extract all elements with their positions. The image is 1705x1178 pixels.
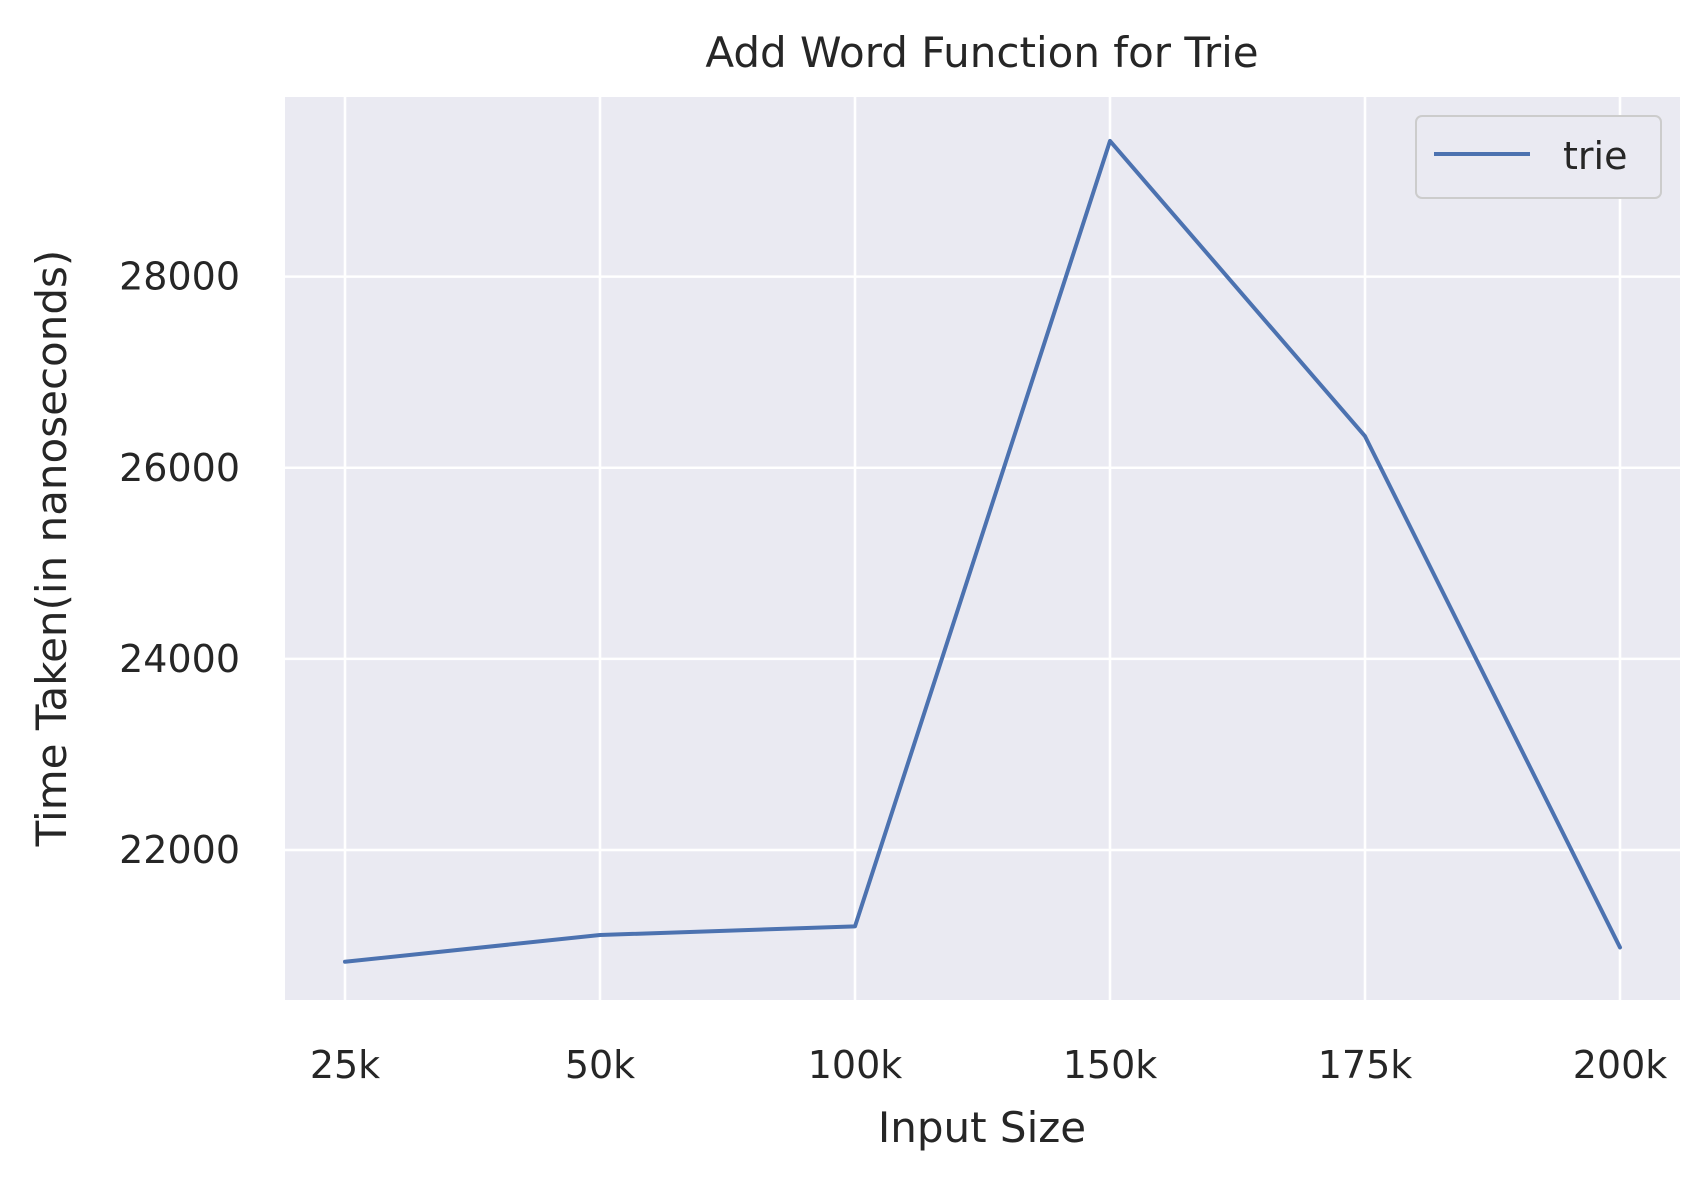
legend: trie [1415,115,1662,199]
x-tick-label-150k: 150k [1063,1043,1158,1087]
grid-lines [285,97,1680,1000]
y-tick-label-22000: 22000 [119,828,240,872]
x-tick-labels: 25k 50k 100k 150k 175k 200k [310,1043,1667,1087]
x-tick-label-50k: 50k [565,1043,635,1087]
x-tick-label-200k: 200k [1573,1043,1668,1087]
plot-background [285,97,1680,1000]
y-axis-title: Time Taken(in nanoseconds) [27,250,76,848]
legend-box [1415,115,1662,199]
y-tick-labels: 22000 24000 26000 28000 [119,255,240,872]
x-tick-label-100k: 100k [808,1043,903,1087]
y-tick-label-26000: 26000 [119,446,240,490]
x-axis-title: Input Size [878,1103,1086,1152]
legend-label-trie: trie [1563,134,1627,178]
series-line-trie [343,138,1622,964]
x-tick-label-175k: 175k [1318,1043,1413,1087]
y-tick-label-24000: 24000 [119,637,240,681]
x-tick-label-25k: 25k [310,1043,380,1087]
chart-title: Add Word Function for Trie [705,28,1258,77]
y-tick-label-28000: 28000 [119,255,240,299]
series-lines [343,138,1622,964]
